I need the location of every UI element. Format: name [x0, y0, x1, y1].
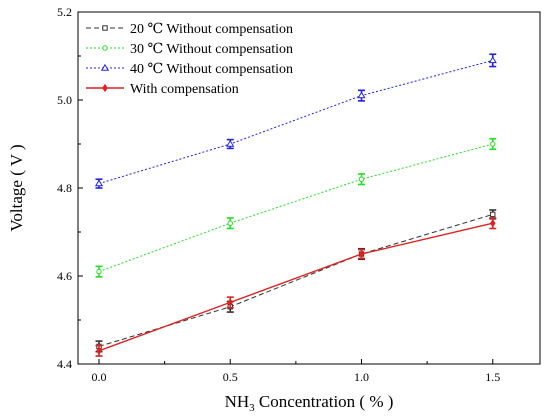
- data-point: [102, 25, 108, 31]
- y-axis-title: Voltage ( V ): [7, 144, 26, 231]
- legend-label: 20 ℃ Without compensation: [130, 22, 293, 37]
- data-point: [94, 179, 104, 187]
- x-axis-title: NH3 Concentration ( % ): [225, 392, 394, 414]
- data-point: [490, 141, 496, 147]
- series: [95, 217, 497, 357]
- y-tick-label: 4.8: [57, 181, 72, 195]
- data-point: [227, 298, 234, 307]
- series: [94, 53, 497, 189]
- legend: 20 ℃ Without compensation 30 ℃ Without co…: [86, 22, 293, 97]
- data-point: [227, 220, 233, 226]
- x-axis: 0.0 0.5 1.0 1.5: [92, 359, 500, 384]
- data-point: [358, 249, 365, 259]
- x-tick-label: 1.0: [354, 370, 369, 384]
- data-point: [102, 83, 108, 93]
- series: [95, 137, 497, 278]
- data-point: [358, 176, 365, 182]
- data-point: [489, 219, 496, 228]
- legend-label: 30 ℃ Without compensation: [130, 42, 293, 57]
- data-point: [96, 346, 102, 355]
- series-line: [98, 59, 493, 185]
- y-tick-label: 5.0: [57, 93, 72, 107]
- plot-area: [94, 53, 497, 357]
- series-line: [98, 222, 493, 352]
- x-tick-label: 0.5: [223, 370, 238, 384]
- y-tick-label: 5.2: [57, 5, 72, 19]
- legend-label: With compensation: [130, 82, 239, 97]
- data-point: [490, 211, 496, 218]
- data-point: [102, 45, 108, 51]
- data-point: [226, 139, 235, 147]
- y-axis: 4.4 4.6 4.8 5.0 5.2: [57, 5, 83, 371]
- x-tick-label: 0.0: [92, 370, 107, 384]
- x-axis-title-subscript: 3: [249, 402, 255, 414]
- y-tick-label: 4.4: [57, 357, 72, 371]
- series-line: [98, 213, 493, 347]
- data-point: [488, 56, 497, 64]
- legend-label: 40 ℃ Without compensation: [130, 62, 293, 77]
- data-point: [100, 63, 110, 71]
- x-tick-label: 1.5: [485, 370, 500, 384]
- data-point: [96, 268, 102, 275]
- y-tick-label: 4.6: [57, 269, 72, 283]
- data-point: [357, 91, 366, 99]
- series-line: [98, 143, 493, 273]
